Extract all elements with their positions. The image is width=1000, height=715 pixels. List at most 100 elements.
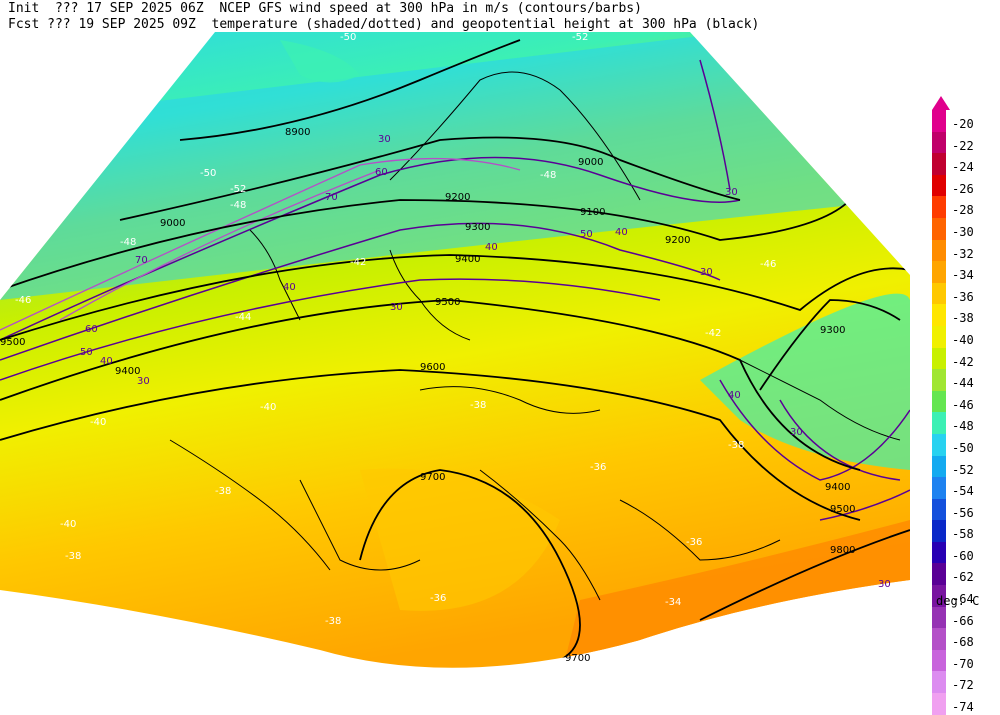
colorbar-swatch bbox=[932, 174, 946, 197]
colorbar-swatch bbox=[932, 131, 946, 154]
colorbar-label: -54 bbox=[952, 484, 974, 499]
colorbar-label: -68 bbox=[952, 635, 974, 650]
colorbar-label: -72 bbox=[952, 678, 974, 693]
colorbar-swatch bbox=[932, 477, 946, 499]
colorbar-label: -56 bbox=[952, 505, 974, 520]
temp-label: -36 bbox=[430, 593, 446, 604]
temp-label: -42 bbox=[705, 328, 721, 339]
colorbar-label: -26 bbox=[952, 181, 974, 196]
colorbar-row: -40 bbox=[930, 325, 990, 348]
colorbar-swatch bbox=[932, 282, 946, 305]
colorbar-label: -38 bbox=[952, 311, 974, 326]
colorbar-label: -58 bbox=[952, 527, 974, 542]
colorbar-row: -50 bbox=[930, 433, 990, 456]
colorbar-row: -68 bbox=[930, 628, 990, 650]
wind-label: 30 bbox=[878, 579, 891, 590]
wind-label: 30 bbox=[790, 427, 803, 438]
temp-label: -52 bbox=[572, 32, 588, 43]
wind-label: 30 bbox=[137, 376, 150, 387]
wind-labels: 30 30 40 40 50 60 70 30 40 50 60 30 40 3… bbox=[80, 134, 891, 590]
colorbar-row: -34 bbox=[930, 261, 990, 283]
height-labels: 8900 9000 9000 9100 9200 9200 9300 9300 … bbox=[0, 127, 855, 664]
colorbar-row: -62 bbox=[930, 563, 990, 586]
colorbar-row: -48 bbox=[930, 412, 990, 434]
wind-label: 60 bbox=[375, 167, 388, 178]
height-label: 9300 bbox=[465, 222, 490, 233]
wind-label: 40 bbox=[283, 282, 296, 293]
coastlines bbox=[169, 71, 901, 601]
colorbar-row: -46 bbox=[930, 390, 990, 413]
wind-label: 50 bbox=[80, 347, 93, 358]
colorbar-swatch bbox=[932, 520, 946, 542]
temp-labels: -50 -52 -50 -52 -48 -48 -48 -46 -46 -44 … bbox=[15, 32, 776, 627]
temp-label: -38 bbox=[325, 616, 341, 627]
height-label: 9000 bbox=[160, 218, 185, 229]
colorbar-label: -28 bbox=[952, 203, 974, 218]
height-label: 9200 bbox=[665, 235, 690, 246]
colorbar-row: -28 bbox=[930, 196, 990, 218]
colorbar-row: -22 bbox=[930, 131, 990, 154]
wind-label: 40 bbox=[485, 242, 498, 253]
colorbar-label: -60 bbox=[952, 548, 974, 563]
height-label: 9400 bbox=[825, 482, 850, 493]
wind-label: 30 bbox=[700, 267, 713, 278]
wind-contours-strong bbox=[0, 157, 521, 331]
colorbar-label: -64 bbox=[952, 592, 974, 607]
wind-label: 30 bbox=[390, 302, 403, 313]
colorbar-swatch bbox=[932, 325, 946, 348]
height-label: 9700 bbox=[420, 472, 445, 483]
wind-label: 40 bbox=[615, 227, 628, 238]
colorbar-row: -32 bbox=[930, 239, 990, 262]
colorbar-label: -44 bbox=[952, 376, 974, 391]
height-label: 9300 bbox=[820, 325, 845, 336]
temp-label: -36 bbox=[686, 537, 702, 548]
height-label: 9400 bbox=[115, 366, 140, 377]
colorbar-swatch bbox=[932, 217, 946, 240]
colorbar-label: -42 bbox=[952, 354, 974, 369]
colorbar-label: -40 bbox=[952, 332, 974, 347]
colorbar-label: -32 bbox=[952, 246, 974, 261]
colorbar-row: -38 bbox=[930, 304, 990, 326]
colorbar-swatch bbox=[932, 606, 946, 629]
colorbar-swatch bbox=[932, 433, 946, 456]
colorbar-swatch bbox=[932, 196, 946, 218]
colorbar-swatch bbox=[932, 498, 946, 521]
wind-label: 70 bbox=[325, 192, 338, 203]
height-label: 9700 bbox=[565, 653, 590, 664]
map-field bbox=[0, 32, 910, 668]
height-label: 9200 bbox=[445, 192, 470, 203]
colorbar-row: -72 bbox=[930, 671, 990, 694]
wind-label: 60 bbox=[85, 324, 98, 335]
colorbar-swatch bbox=[932, 347, 946, 370]
colorbar-label: -36 bbox=[952, 289, 974, 304]
colorbar-swatch bbox=[932, 390, 946, 413]
temp-label: -48 bbox=[120, 237, 136, 248]
colorbar-units: deg. C bbox=[936, 594, 980, 608]
height-label: 9500 bbox=[0, 337, 25, 348]
temp-label: -36 bbox=[590, 462, 606, 473]
temp-label: -50 bbox=[200, 168, 216, 179]
temp-label: -34 bbox=[665, 597, 681, 608]
weather-map: 8900 9000 9000 9100 9200 9200 9300 9300 … bbox=[0, 32, 910, 668]
colorbar-label: -34 bbox=[952, 268, 974, 283]
colorbar-row: -26 bbox=[930, 174, 990, 197]
height-label: 9000 bbox=[578, 157, 603, 168]
colorbar-row: -42 bbox=[930, 347, 990, 370]
temp-label: -50 bbox=[340, 32, 356, 43]
colorbar-row: -20 bbox=[930, 110, 990, 132]
colorbar-swatch bbox=[932, 239, 946, 262]
temp-label: -42 bbox=[350, 257, 366, 268]
temp-label: -38 bbox=[65, 551, 81, 562]
temp-label: -48 bbox=[230, 200, 246, 211]
temp-label: -46 bbox=[760, 259, 776, 270]
colorbar-swatch bbox=[932, 541, 946, 564]
height-label: 8900 bbox=[285, 127, 310, 138]
colorbar-row: -24 bbox=[930, 153, 990, 175]
colorbar-arrow-icon bbox=[932, 96, 950, 110]
colorbar-swatch bbox=[932, 563, 946, 586]
colorbar-row: -52 bbox=[930, 455, 990, 478]
temp-label: -52 bbox=[230, 184, 246, 195]
colorbar-label: -20 bbox=[952, 117, 974, 131]
colorbar: -20 -22 -24 -26 -28 -30 -32 -34 -36 -38 -40 -42 -44 -… bbox=[930, 96, 990, 715]
wind-label: 30 bbox=[725, 187, 738, 198]
